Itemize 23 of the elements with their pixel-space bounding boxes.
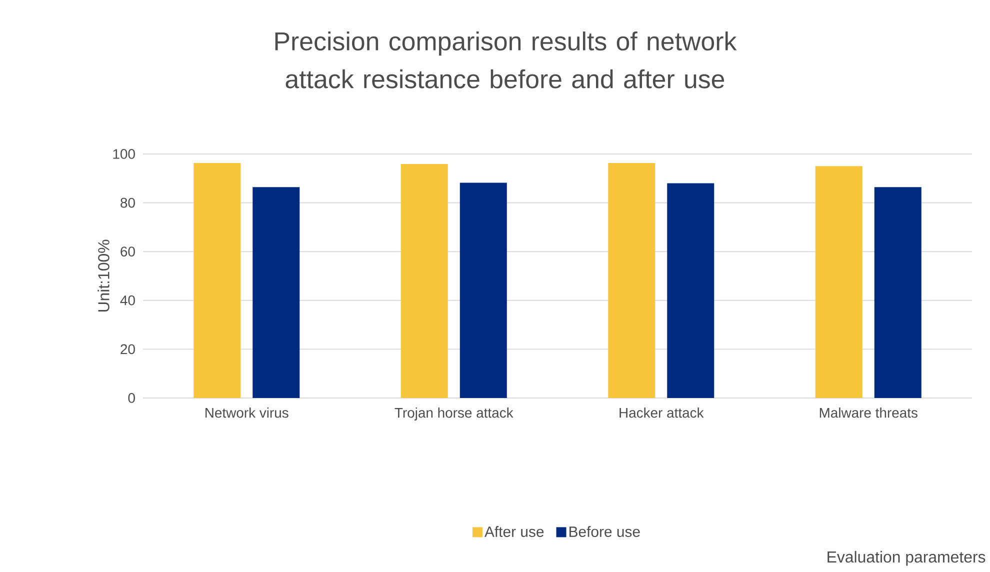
bar [194,163,241,398]
y-tick-label: 100 [113,149,135,159]
bar [400,164,448,398]
y-tick-label: 80 [120,198,135,208]
legend-label: Before use [569,526,640,537]
bar [252,187,300,398]
x-tick-label: Hacker attack [620,408,704,418]
bar [460,182,507,398]
legend-label: After use [484,526,544,537]
chart-title: Precision comparison results of network attack resistance before and after use [275,32,737,88]
x-tick-label: Trojan horse attack [394,408,514,421]
y-tick-label: 20 [120,344,135,354]
bar [608,163,656,398]
x-tick-label: Network virus [206,408,288,418]
bar [815,166,862,398]
bar [667,183,714,398]
text: Evaluation parameters [828,550,986,566]
y-tick-label: 40 [120,295,135,306]
bar [874,187,922,398]
y-axis-title: Unit:100% [98,240,110,312]
x-tick-label: Malware threats [820,408,918,418]
y-tick-label: 0 [128,393,135,403]
y-tick-label: 60 [120,246,135,257]
